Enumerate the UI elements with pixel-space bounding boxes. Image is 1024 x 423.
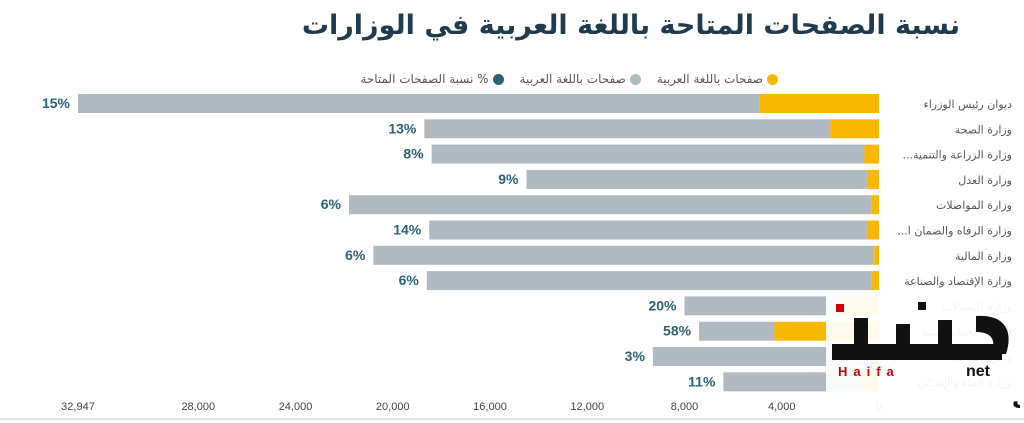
bar-arabic[interactable] bbox=[830, 119, 879, 139]
bar-total[interactable] bbox=[349, 195, 872, 215]
bar-total[interactable] bbox=[684, 296, 841, 316]
percent-label: 20% bbox=[648, 297, 677, 313]
logo-tagline-text: موقـع حيفانت bbox=[1012, 389, 1020, 414]
x-tick-label: 20,000 bbox=[376, 401, 410, 413]
bar-total[interactable] bbox=[431, 144, 865, 164]
x-tick-label: 24,000 bbox=[279, 401, 313, 413]
bar-total[interactable] bbox=[78, 94, 760, 113]
logo-latin-text: Haifa bbox=[838, 364, 900, 379]
chart-legend: صفحات باللغة العربية صفحات باللغة العربي… bbox=[360, 72, 778, 86]
chart-title: نسبة الصفحات المتاحة باللغة العربية في ا… bbox=[301, 10, 960, 41]
bar-total[interactable] bbox=[424, 119, 831, 139]
x-tick-label: 16,000 bbox=[473, 401, 507, 413]
bar-arabic[interactable] bbox=[864, 144, 879, 164]
bar-total[interactable] bbox=[526, 169, 867, 189]
category-label: وزارة الزراعة والتنمية... bbox=[903, 149, 1012, 162]
x-tick-label: 4,000 bbox=[768, 401, 796, 413]
percent-label: 58% bbox=[663, 323, 692, 339]
legend-label-percent: % نسبة الصفحات المتاحة bbox=[360, 72, 489, 86]
category-label: ديوان رئيس الوزراء bbox=[924, 98, 1013, 111]
legend-item-total[interactable]: صفحات باللغة العربية bbox=[520, 72, 641, 86]
percent-label: 6% bbox=[321, 196, 342, 212]
legend-item-arabic[interactable]: صفحات باللغة العربية bbox=[657, 72, 778, 86]
legend-swatch-arabic bbox=[767, 73, 778, 85]
percent-label: 6% bbox=[399, 272, 420, 288]
bar-arabic[interactable] bbox=[871, 271, 879, 291]
percent-label: 3% bbox=[625, 348, 646, 364]
x-tick-label: 32,947 bbox=[61, 401, 95, 413]
bar-total[interactable] bbox=[429, 220, 867, 240]
category-label: وزارة الإقتصاد والصناعة bbox=[904, 275, 1012, 288]
percent-label: 8% bbox=[403, 146, 424, 162]
x-tick-label: 12,000 bbox=[570, 401, 604, 413]
category-label: وزارة الصحة bbox=[955, 123, 1012, 136]
bar-total[interactable] bbox=[652, 347, 872, 366]
category-label: وزارة العدل bbox=[958, 174, 1012, 187]
haifa-net-watermark-logo: Haifa net موقـع حيفانت bbox=[826, 296, 1020, 418]
x-tick-label: 28,000 bbox=[181, 401, 215, 413]
bar-arabic[interactable] bbox=[874, 245, 879, 265]
percent-label: 15% bbox=[42, 95, 71, 111]
logo-suffix-text: net bbox=[966, 363, 991, 380]
category-label: وزارة المواصلات bbox=[936, 199, 1012, 212]
axis-divider bbox=[0, 418, 1024, 420]
bar-arabic[interactable] bbox=[866, 169, 879, 189]
percent-label: 14% bbox=[393, 222, 422, 238]
legend-item-percent[interactable]: % نسبة الصفحات المتاحة bbox=[360, 72, 504, 86]
percent-label: 13% bbox=[388, 120, 417, 136]
bar-arabic[interactable] bbox=[759, 94, 879, 113]
x-tick-label: 8,000 bbox=[671, 401, 699, 413]
category-label: وزارة المالية bbox=[955, 250, 1012, 263]
bar-arabic[interactable] bbox=[866, 220, 879, 240]
percent-label: 9% bbox=[498, 171, 519, 187]
legend-swatch-percent bbox=[492, 73, 504, 85]
legend-swatch-total bbox=[629, 73, 641, 85]
legend-label-arabic: صفحات باللغة العربية bbox=[656, 72, 763, 86]
bar-total[interactable] bbox=[426, 271, 872, 291]
bar-total[interactable] bbox=[373, 245, 875, 265]
percent-label: 6% bbox=[345, 247, 366, 263]
legend-label-total: صفحات باللغة العربية bbox=[519, 72, 626, 86]
bar-total[interactable] bbox=[699, 321, 775, 341]
percent-label: 11% bbox=[688, 373, 716, 389]
category-label: وزارة الرفاه والضمان ا... bbox=[897, 225, 1012, 238]
bar-arabic[interactable] bbox=[871, 195, 879, 215]
